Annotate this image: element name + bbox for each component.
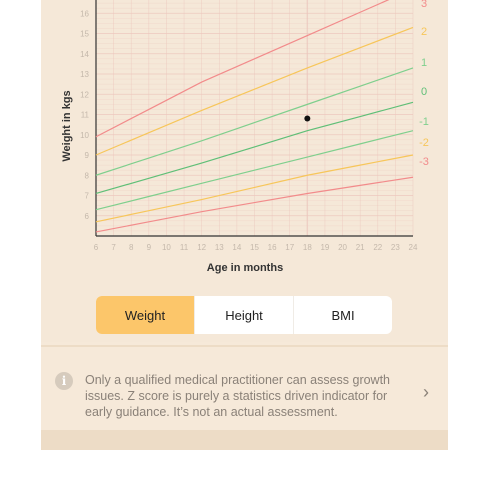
zscore-line-0 [95, 101, 414, 195]
zscore-line--3 [95, 176, 414, 233]
zscore-line-3 [95, 0, 390, 138]
y-tick-label: 6 [85, 212, 90, 221]
y-tick-label: 7 [85, 192, 90, 201]
zscore-line-2 [95, 26, 414, 156]
zscore-label: -1 [419, 116, 429, 128]
zscore-line--2 [95, 154, 414, 223]
zscore-line-1 [95, 67, 414, 176]
info-banner[interactable]: i Only a qualified medical practitioner … [41, 358, 448, 428]
bottom-strip [41, 430, 448, 450]
y-tick-label: 16 [80, 9, 89, 18]
x-tick-label: 21 [356, 243, 365, 252]
x-tick-label: 15 [250, 243, 259, 252]
chevron-right-icon[interactable]: › [423, 382, 429, 402]
zscore-label: 3 [421, 0, 427, 10]
x-tick-label: 17 [285, 243, 294, 252]
x-tick-label: 11 [180, 243, 189, 252]
current-measurement-point[interactable] [304, 115, 311, 122]
zscore-line--1 [95, 130, 414, 211]
info-text: Only a qualified medical practitioner ca… [85, 373, 391, 419]
tab-height[interactable]: Height [195, 296, 294, 334]
zscore-label: 2 [421, 26, 427, 38]
y-tick-label: 13 [80, 70, 89, 79]
metric-tabs: Weight Height BMI [96, 296, 392, 334]
zscore-label: 0 [421, 86, 427, 98]
x-tick-label: 22 [373, 243, 382, 252]
x-axis-label: Age in months [206, 262, 284, 274]
x-tick-label: 12 [197, 243, 206, 252]
x-tick-label: 13 [215, 243, 224, 252]
x-tick-label: 19 [320, 243, 329, 252]
x-tick-label: 8 [129, 243, 134, 252]
zscore-label: -2 [419, 137, 429, 149]
zscore-label: 1 [421, 57, 427, 69]
divider [41, 345, 448, 347]
x-tick-label: 9 [147, 243, 152, 252]
y-axis-label-wrap: Weight in kgs [42, 90, 92, 170]
y-tick-label: 15 [80, 30, 89, 39]
y-tick-label: 11 [81, 111, 90, 120]
x-tick-label: 24 [409, 243, 418, 252]
y-tick-label: 12 [80, 90, 89, 99]
tab-bmi[interactable]: BMI [331, 307, 355, 323]
y-tick-label: 10 [80, 131, 89, 140]
x-tick-label: 7 [111, 243, 116, 252]
x-tick-label: 18 [303, 243, 312, 252]
x-tick-label: 10 [162, 243, 171, 252]
x-tick-label: 16 [268, 243, 277, 252]
y-tick-label: 9 [85, 151, 90, 160]
x-tick-label: 6 [94, 243, 99, 252]
zscore-label: -3 [419, 156, 429, 168]
x-tick-label: 23 [391, 243, 400, 252]
tab-weight[interactable]: Weight [96, 296, 195, 334]
y-tick-label: 14 [80, 50, 89, 59]
x-tick-label: 14 [232, 243, 241, 252]
y-tick-label: 8 [85, 171, 90, 180]
info-icon: i [55, 372, 73, 390]
y-axis-label: Weight in kgs [61, 90, 73, 162]
x-tick-label: 20 [338, 243, 347, 252]
